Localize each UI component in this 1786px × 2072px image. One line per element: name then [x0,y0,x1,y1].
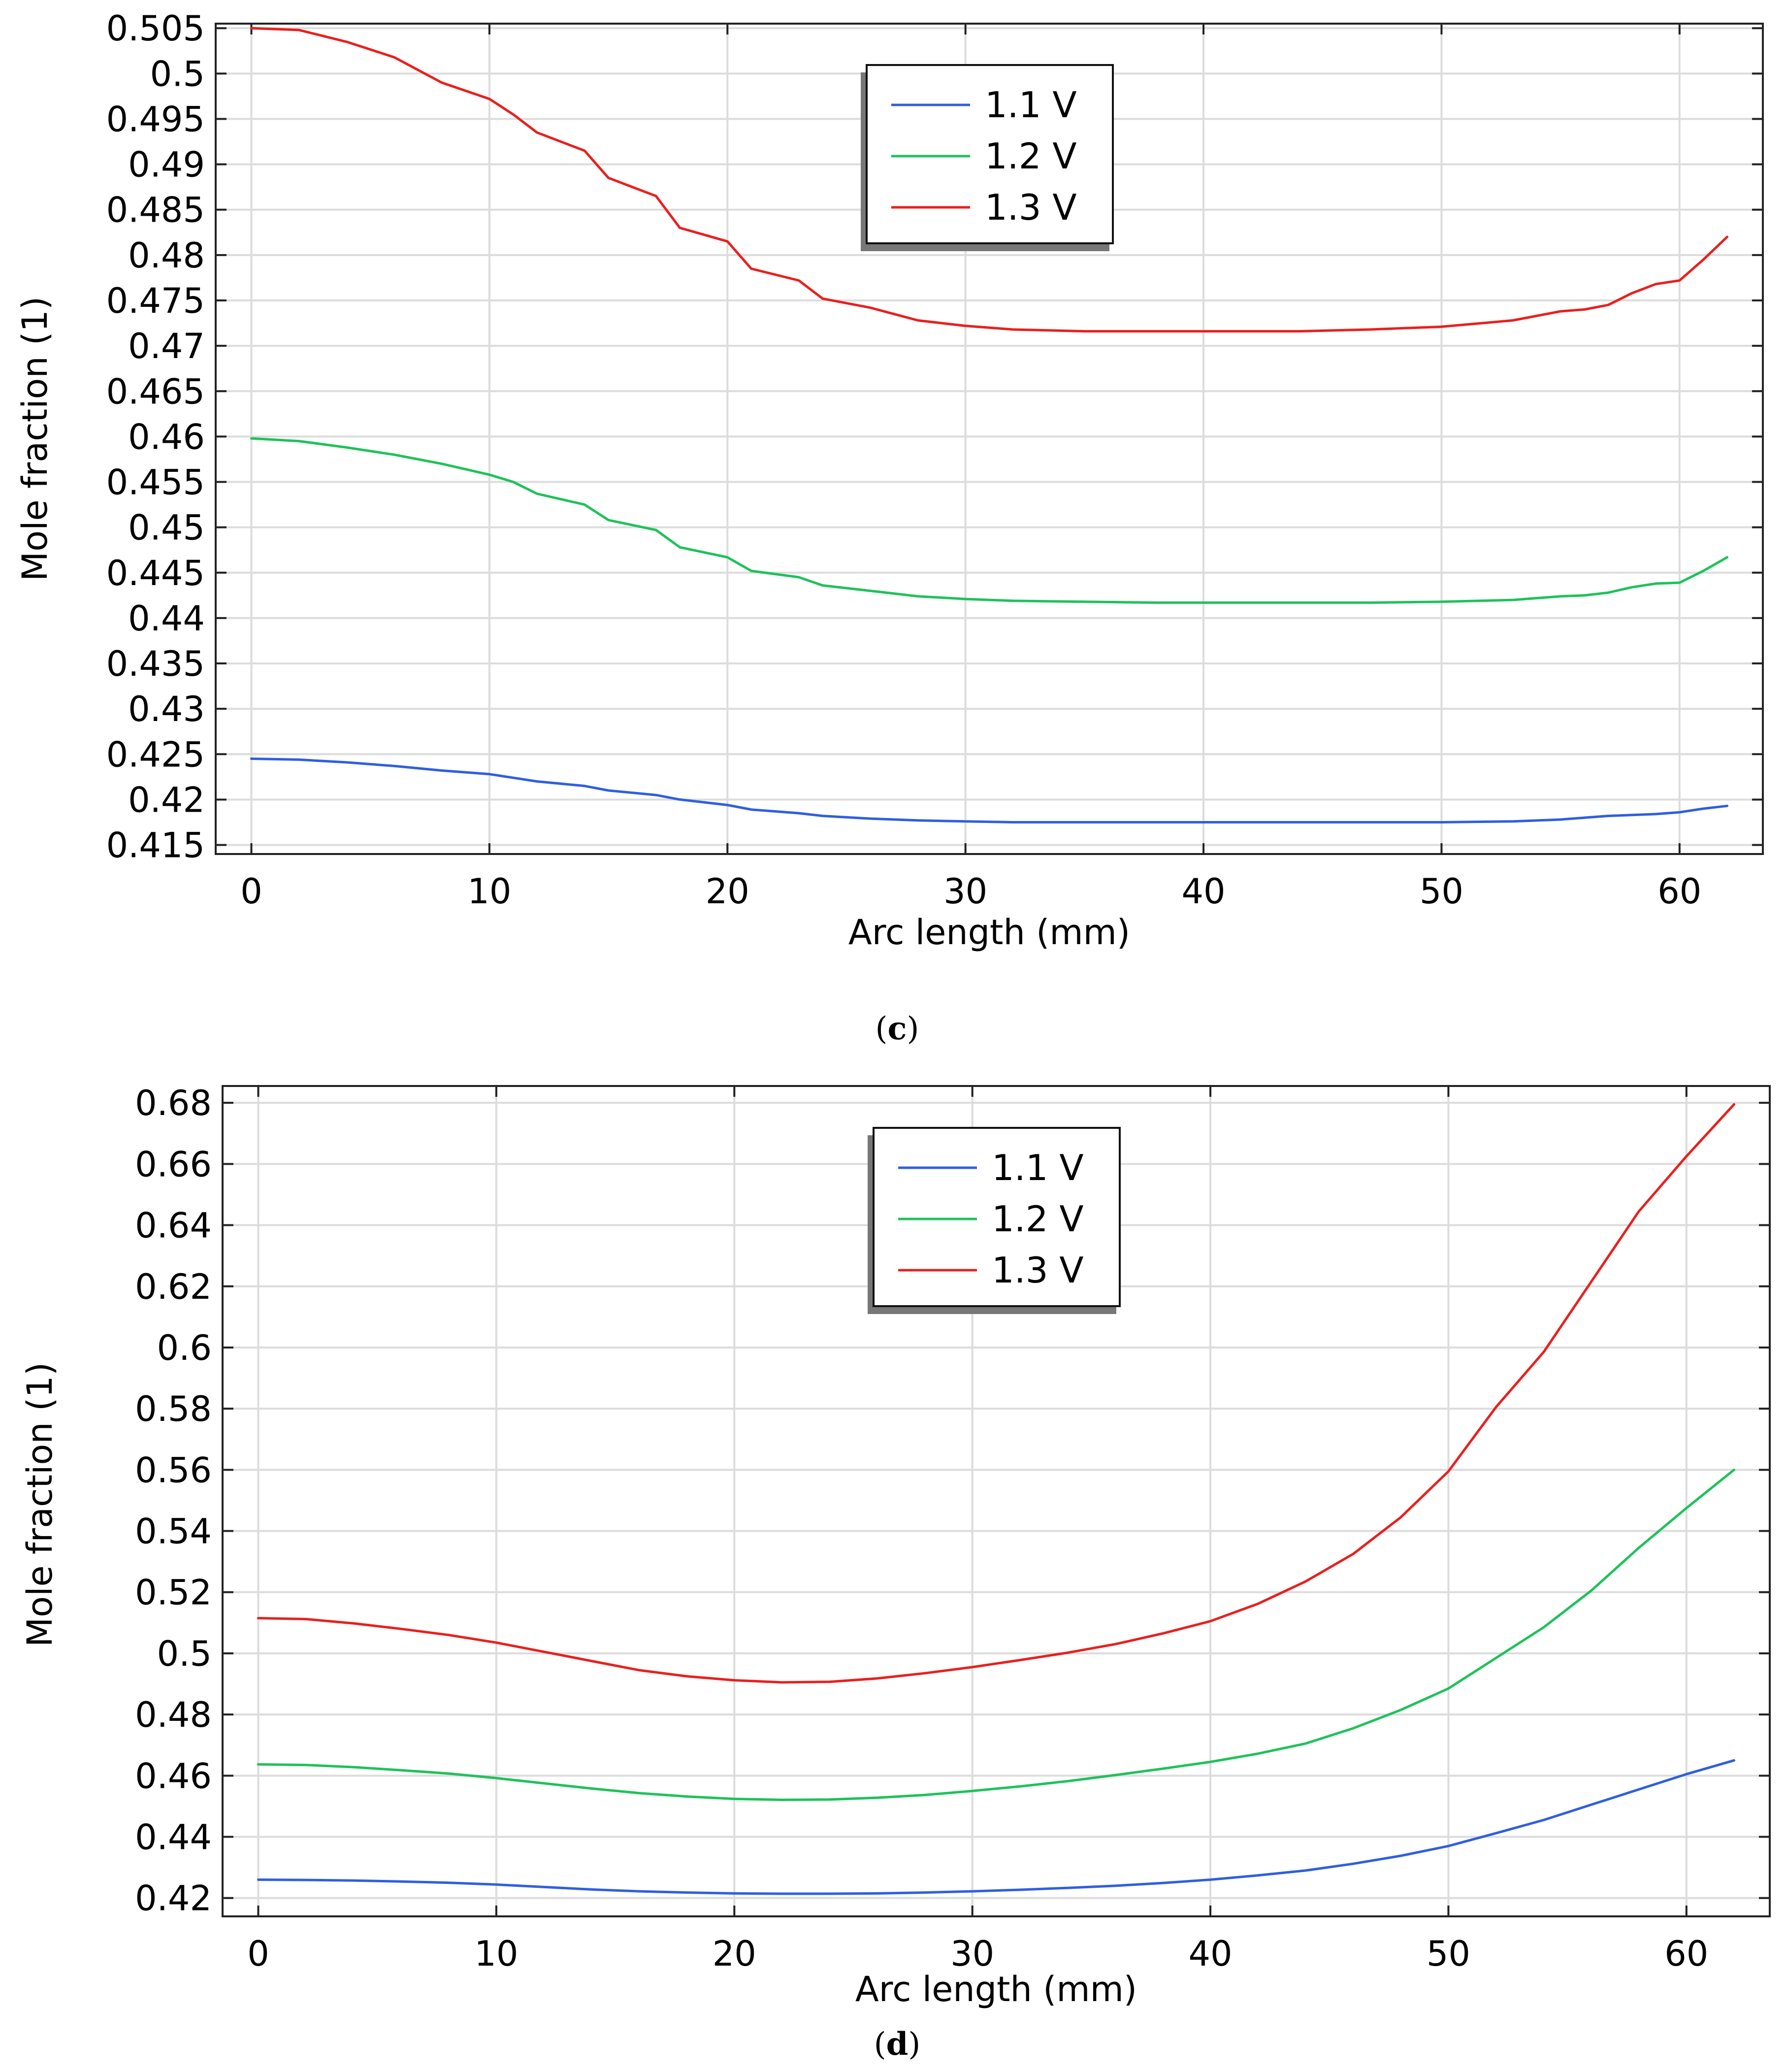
chart-d-y-ticks: 0.42 0.44 0.46 0.48 0.5 0.52 0.54 0.56 0.58 0.6 0.… [135,1083,1770,1919]
chart-c: 0.415 0.42 0.425 0.43 0.435 0.44 0.445 0.45 0.45… [15,8,1764,953]
chart-c-series-line-1-3-v [250,27,1728,333]
chart-c-legend-label-1-2v: 1.2 V [985,135,1077,177]
chart-d-y-tick-label: 0.66 [135,1144,212,1184]
chart-d-y-tick-label: 0.6 [157,1328,212,1368]
chart-c-y-tick-label: 0.48 [128,235,205,276]
chart-c-x-tick-label: 30 [943,871,987,912]
chart-d-legend-label-1-2v: 1.2 V [992,1198,1084,1240]
chart-d-x-tick-label: 20 [713,1934,756,1974]
chart-c-legend-box [866,64,1114,244]
chart-d-series-line-1-1-v [257,1759,1735,1895]
chart-c-y-tick-label: 0.49 [128,145,205,185]
caption-c: (c) [876,1010,919,1047]
chart-c-x-tick-label: 50 [1420,871,1463,912]
chart-d-x-tick-label: 0 [247,1934,269,1974]
chart-c-y-tick-label: 0.44 [128,598,205,639]
chart-d-legend-box [873,1127,1121,1307]
chart-c-x-tick-label: 0 [240,871,262,912]
chart-d-y-tick-label: 0.54 [135,1512,212,1552]
chart-c-y-tick-label: 0.42 [128,780,205,820]
chart-c-y-tick-label: 0.505 [106,8,205,49]
chart-d-legend-label-1-3v: 1.3 V [992,1250,1084,1291]
chart-d: 0.42 0.44 0.46 0.48 0.5 0.52 0.54 0.56 0.58 0.6 0.… [20,1083,1771,2009]
chart-c-series [250,27,1728,823]
chart-c-y-tick-label: 0.455 [106,462,205,503]
chart-c-legend-label-1-1v: 1.1 V [985,84,1077,126]
chart-c-y-tick-label: 0.495 [106,99,205,139]
chart-c-x-axis-title: Arc length (mm) [848,912,1130,953]
chart-d-y-tick-label: 0.52 [135,1573,212,1613]
chart-c-y-tick-label: 0.435 [106,644,205,684]
chart-c-x-tick-label: 40 [1182,871,1226,912]
chart-c-y-tick-label: 0.47 [128,326,205,366]
chart-d-y-tick-label: 0.56 [135,1450,212,1490]
chart-c-series-line-1-1-v [250,757,1728,823]
chart-c-y-tick-label: 0.475 [106,281,205,321]
chart-c-y-ticks: 0.415 0.42 0.425 0.43 0.435 0.44 0.445 0.45 0.45… [106,8,1763,866]
chart-c-y-tick-label: 0.45 [128,508,205,548]
caption-d: (d) [874,2026,921,2063]
chart-c-x-tick-label: 60 [1657,871,1701,912]
chart-d-y-tick-label: 0.46 [135,1756,212,1796]
chart-d-y-tick-label: 0.44 [135,1817,212,1858]
chart-d-x-tick-label: 30 [950,1934,994,1974]
chart-d-x-tick-label: 40 [1189,1934,1233,1974]
chart-d-y-tick-label: 0.58 [135,1389,212,1429]
chart-c-series-line-1-2-v [250,437,1728,604]
chart-c-y-tick-label: 0.415 [106,825,205,866]
chart-c-y-tick-label: 0.46 [128,417,205,457]
chart-d-x-tick-label: 10 [474,1934,518,1974]
chart-d-x-tick-label: 50 [1427,1934,1470,1974]
chart-c-legend-label-1-3v: 1.3 V [985,187,1077,228]
chart-d-y-tick-label: 0.48 [135,1695,212,1735]
chart-d-series [257,1103,1735,1895]
chart-c-x-ticks: 0 10 20 30 40 50 60 [240,24,1701,912]
chart-d-legend-label-1-1v: 1.1 V [992,1147,1084,1188]
chart-d-y-tick-label: 0.42 [135,1878,212,1919]
chart-d-x-ticks: 0 10 20 30 40 50 60 [247,1086,1708,1974]
chart-d-x-tick-label: 60 [1664,1934,1708,1974]
chart-c-y-axis-title: Mole fraction (1) [15,296,55,581]
chart-c-y-tick-label: 0.425 [106,734,205,775]
chart-c-legend: 1.1 V 1.2 V 1.3 V [861,64,1114,251]
chart-d-y-tick-label: 0.62 [135,1267,212,1307]
chart-c-y-tick-label: 0.485 [106,190,205,230]
chart-d-x-axis-title: Arc length (mm) [855,1969,1137,2009]
chart-c-y-tick-label: 0.43 [128,689,205,729]
chart-d-legend: 1.1 V 1.2 V 1.3 V [868,1127,1121,1314]
chart-d-y-axis-title: Mole fraction (1) [20,1362,60,1647]
chart-d-y-tick-label: 0.68 [135,1083,212,1123]
chart-d-y-tick-label: 0.64 [135,1206,212,1246]
chart-d-y-tick-label: 0.5 [157,1634,212,1674]
chart-c-x-tick-label: 20 [706,871,749,912]
chart-d-gridlines [223,1086,1770,1916]
chart-c-y-tick-label: 0.445 [106,553,205,593]
chart-d-series-line-1-2-v [257,1468,1735,1801]
chart-d-series-line-1-3-v [257,1103,1735,1684]
chart-c-y-tick-label: 0.465 [106,371,205,412]
chart-c-y-tick-label: 0.5 [150,54,205,94]
chart-c-x-tick-label: 10 [467,871,511,912]
